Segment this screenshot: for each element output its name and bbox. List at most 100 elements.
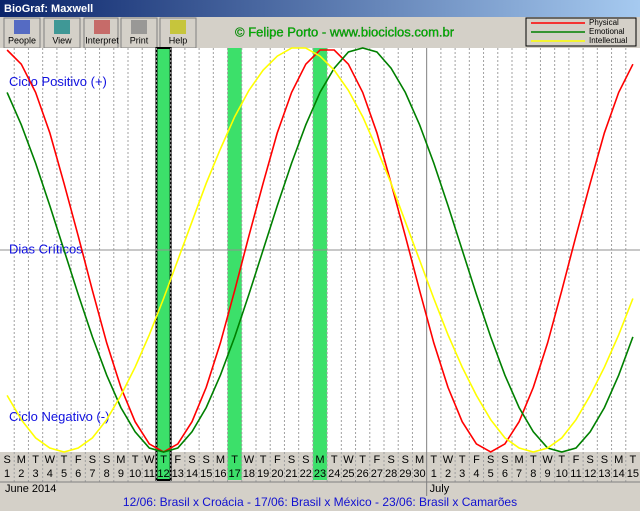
weekday-label: T bbox=[430, 454, 437, 466]
weekday-label: W bbox=[45, 454, 56, 466]
x-tick-label: 6 bbox=[502, 468, 508, 480]
title-bar bbox=[0, 0, 640, 17]
x-tick-label: 3 bbox=[459, 468, 465, 480]
x-tick-label: 14 bbox=[186, 468, 198, 480]
legend-label: Physical bbox=[589, 18, 619, 27]
weekday-label: S bbox=[3, 454, 10, 466]
x-tick-label: 13 bbox=[172, 468, 184, 480]
button-icon bbox=[14, 20, 30, 34]
x-tick-label: 2 bbox=[445, 468, 451, 480]
weekday-label: S bbox=[302, 454, 309, 466]
x-tick-label: 14 bbox=[613, 468, 625, 480]
series-line bbox=[6, 47, 634, 453]
copyright: © Felipe Porto - www.biociclos.com.br bbox=[235, 24, 455, 39]
weekday-label: T bbox=[160, 454, 167, 466]
y-tick-label: Ciclo Negativo (-) bbox=[9, 409, 109, 424]
x-tick-label: 7 bbox=[516, 468, 522, 480]
x-tick-label: 7 bbox=[89, 468, 95, 480]
weekday-label: F bbox=[573, 454, 580, 466]
weekday-label: M bbox=[116, 454, 125, 466]
x-tick-label: 11 bbox=[570, 468, 581, 480]
button-icon bbox=[94, 20, 110, 34]
button-label: Interpret bbox=[85, 35, 119, 45]
x-tick-label: 28 bbox=[385, 468, 397, 480]
weekday-label: F bbox=[75, 454, 82, 466]
x-tick-label: 1 bbox=[431, 468, 437, 480]
weekday-label: T bbox=[331, 454, 338, 466]
button-label: Help bbox=[169, 35, 188, 45]
weekday-label: T bbox=[459, 454, 466, 466]
weekday-label: T bbox=[630, 454, 637, 466]
weekday-label: M bbox=[515, 454, 524, 466]
weekday-label: T bbox=[530, 454, 537, 466]
x-tick-label: 10 bbox=[556, 468, 568, 480]
x-tick-label: 12 bbox=[157, 468, 169, 480]
x-tick-label: 13 bbox=[598, 468, 610, 480]
weekday-label: F bbox=[473, 454, 480, 466]
x-tick-label: 4 bbox=[47, 468, 53, 480]
weekday-label: M bbox=[614, 454, 623, 466]
x-tick-label: 3 bbox=[32, 468, 38, 480]
button-label: Print bbox=[130, 35, 149, 45]
footer-text: 12/06: Brasil x Croácia - 17/06: Brasil … bbox=[123, 495, 517, 509]
weekday-label: T bbox=[132, 454, 139, 466]
x-tick-label: 22 bbox=[300, 468, 312, 480]
toolbar-button[interactable]: Help bbox=[159, 17, 197, 49]
x-tick-label: 4 bbox=[473, 468, 479, 480]
x-tick-label: 17 bbox=[229, 468, 241, 480]
x-tick-label: 11 bbox=[144, 468, 155, 480]
weekday-label: S bbox=[487, 454, 494, 466]
weekday-label: S bbox=[188, 454, 195, 466]
weekday-label: W bbox=[244, 454, 255, 466]
weekday-label: S bbox=[501, 454, 508, 466]
weekday-label: T bbox=[231, 454, 238, 466]
x-tick-label: 27 bbox=[371, 468, 383, 480]
button-label: View bbox=[52, 35, 72, 45]
toolbar: People View Interpret Print Help bbox=[3, 17, 197, 49]
weekday-label: T bbox=[260, 454, 267, 466]
weekday-label: T bbox=[359, 454, 366, 466]
x-tick-label: 8 bbox=[530, 468, 536, 480]
x-tick-label: 25 bbox=[342, 468, 354, 480]
x-tick-label: 20 bbox=[271, 468, 283, 480]
x-tick-label: 16 bbox=[214, 468, 226, 480]
x-tick-label: 5 bbox=[61, 468, 67, 480]
critical-day bbox=[155, 47, 172, 481]
weekday-label: S bbox=[103, 454, 110, 466]
weekday-label: W bbox=[144, 454, 155, 466]
critical-day bbox=[227, 48, 242, 480]
toolbar-button[interactable]: Interpret bbox=[83, 17, 119, 49]
series-line bbox=[6, 49, 634, 453]
toolbar-button[interactable]: People bbox=[3, 17, 41, 49]
weekday-label: F bbox=[274, 454, 281, 466]
x-tick-label: 1 bbox=[4, 468, 10, 480]
x-tick-label: 19 bbox=[257, 468, 269, 480]
weekday-label: T bbox=[61, 454, 68, 466]
legend-label: Emotional bbox=[589, 27, 625, 36]
weekday-label: W bbox=[542, 454, 553, 466]
status-bar bbox=[0, 496, 640, 511]
weekday-label: T bbox=[32, 454, 39, 466]
window-title: BioGraf: Maxwell bbox=[4, 3, 93, 15]
x-tick-label: 18 bbox=[243, 468, 255, 480]
y-tick-label: Ciclo Positivo (+) bbox=[9, 74, 107, 89]
x-tick-label: 2 bbox=[18, 468, 24, 480]
month-label: July bbox=[430, 483, 450, 495]
x-tick-label: 29 bbox=[399, 468, 411, 480]
toolbar-button[interactable]: Print bbox=[120, 17, 158, 49]
weekday-label: M bbox=[216, 454, 225, 466]
weekday-label: S bbox=[601, 454, 608, 466]
x-tick-label: 23 bbox=[314, 468, 326, 480]
button-icon bbox=[54, 20, 70, 34]
weekday-label: W bbox=[343, 454, 354, 466]
weekday-label: S bbox=[402, 454, 409, 466]
x-tick-label: 10 bbox=[129, 468, 141, 480]
x-tick-label: 15 bbox=[627, 468, 639, 480]
x-tick-label: 21 bbox=[285, 468, 297, 480]
x-tick-label: 9 bbox=[544, 468, 550, 480]
x-tick-label: 5 bbox=[488, 468, 494, 480]
toolbar-button[interactable]: View bbox=[43, 17, 81, 49]
x-tick-label: 30 bbox=[413, 468, 425, 480]
